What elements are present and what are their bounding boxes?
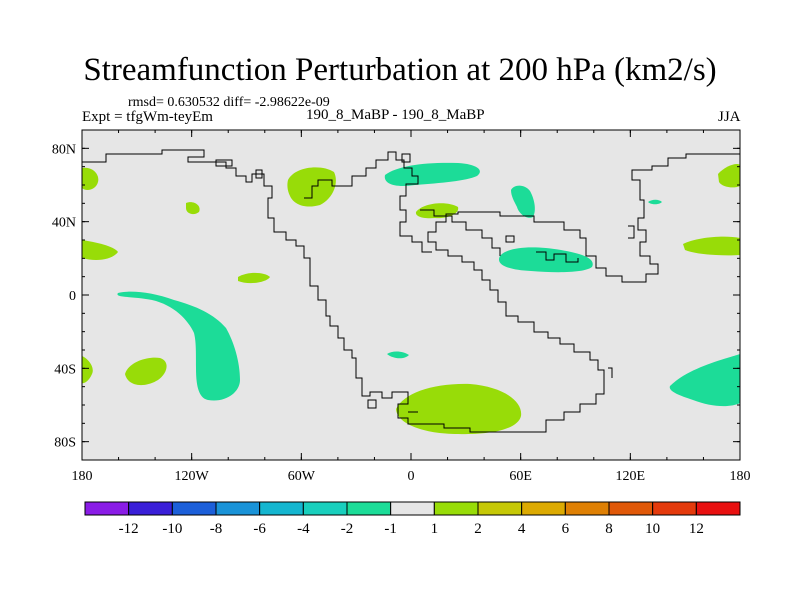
- colorbar-label: 6: [562, 521, 570, 537]
- anomaly-positive-3: [82, 240, 118, 260]
- colorbar-box: [521, 501, 566, 516]
- anomaly-positive-1: [82, 167, 99, 190]
- anomaly-negative-16: [648, 199, 662, 205]
- chart-title: Streamfunction Perturbation at 200 hPa (…: [83, 52, 717, 88]
- colorbar-box: [433, 501, 479, 516]
- x-tick-label: 180: [730, 469, 751, 484]
- y-tick-label: 40N: [52, 216, 76, 231]
- colorbar-box: [128, 501, 173, 516]
- colorbar-label: 12: [689, 521, 704, 537]
- colorbar-label: -8: [210, 521, 223, 537]
- colorbar-box: [608, 501, 654, 516]
- anomaly-negative-18: [669, 354, 740, 407]
- x-tick-label: 60W: [288, 469, 316, 484]
- colorbar-box: [695, 501, 741, 516]
- colorbar-box: [564, 501, 610, 516]
- case-label: 190_8_MaBP - 190_8_MaBP: [306, 107, 485, 123]
- coastline-8: [536, 251, 579, 263]
- x-tick-label: 120E: [616, 469, 646, 484]
- coastline-12: [628, 225, 635, 239]
- season-label: JJA: [718, 109, 741, 125]
- anomaly-positive-7: [396, 383, 522, 435]
- x-tick-label: 60E: [509, 469, 532, 484]
- anomaly-positive-9: [82, 356, 93, 384]
- anomaly-negative-14: [511, 185, 535, 218]
- x-tick-label: 120W: [175, 469, 210, 484]
- colorbar-box: [259, 501, 304, 516]
- y-tick-label: 0: [69, 289, 76, 304]
- coastline-11: [608, 367, 613, 378]
- colorbar-box: [171, 501, 217, 516]
- colorbar-box: [84, 501, 130, 516]
- anomaly-positive-8: [125, 357, 167, 386]
- colorbar-label: -6: [253, 521, 266, 537]
- coastline-6: [420, 209, 501, 256]
- colorbar-label: 2: [474, 521, 482, 537]
- x-tick-label: 0: [408, 469, 415, 484]
- experiment-label: Expt = tfgWm-teyEm: [82, 109, 213, 125]
- colorbar-box: [652, 501, 697, 516]
- colorbar-box: [477, 501, 523, 516]
- anomaly-positive-6: [415, 203, 459, 219]
- y-tick-label: 80N: [52, 142, 76, 157]
- anomaly-negative-13: [384, 162, 480, 186]
- colorbar-label: -10: [162, 521, 182, 537]
- coastline-2: [304, 151, 432, 253]
- colorbar-label: -1: [384, 521, 397, 537]
- colorbar-box: [215, 501, 261, 516]
- colorbar-label: 1: [431, 521, 439, 537]
- colorbar-label: 8: [605, 521, 613, 537]
- anomaly-positive-4: [238, 272, 270, 284]
- colorbar-label: -2: [341, 521, 354, 537]
- coastline-5: [401, 153, 411, 163]
- y-tick-label: 80S: [54, 436, 76, 451]
- anomaly-positive-2: [186, 202, 200, 215]
- colorbar-label: 10: [645, 521, 660, 537]
- colorbar-box: [346, 501, 392, 516]
- anomaly-negative-17: [387, 351, 409, 359]
- anomaly-positive-10: [718, 164, 740, 188]
- coastline-9: [367, 399, 377, 409]
- coastline-4: [255, 169, 263, 179]
- colorbar-label: -12: [119, 521, 139, 537]
- coastline-1: [82, 149, 740, 433]
- colorbar-label: 4: [518, 521, 526, 537]
- stats-label: rmsd= 0.630532 diff= -2.98622e-09: [128, 95, 330, 110]
- anomaly-negative-12: [117, 291, 240, 401]
- y-tick-label: 40S: [54, 362, 76, 377]
- x-tick-label: 180: [72, 469, 93, 484]
- colorbar-box: [302, 501, 348, 516]
- colorbar-label: -4: [297, 521, 310, 537]
- colorbar-box: [390, 501, 435, 516]
- coastline-3: [215, 159, 233, 167]
- coastline-7: [505, 235, 515, 243]
- anomaly-positive-11: [683, 236, 740, 256]
